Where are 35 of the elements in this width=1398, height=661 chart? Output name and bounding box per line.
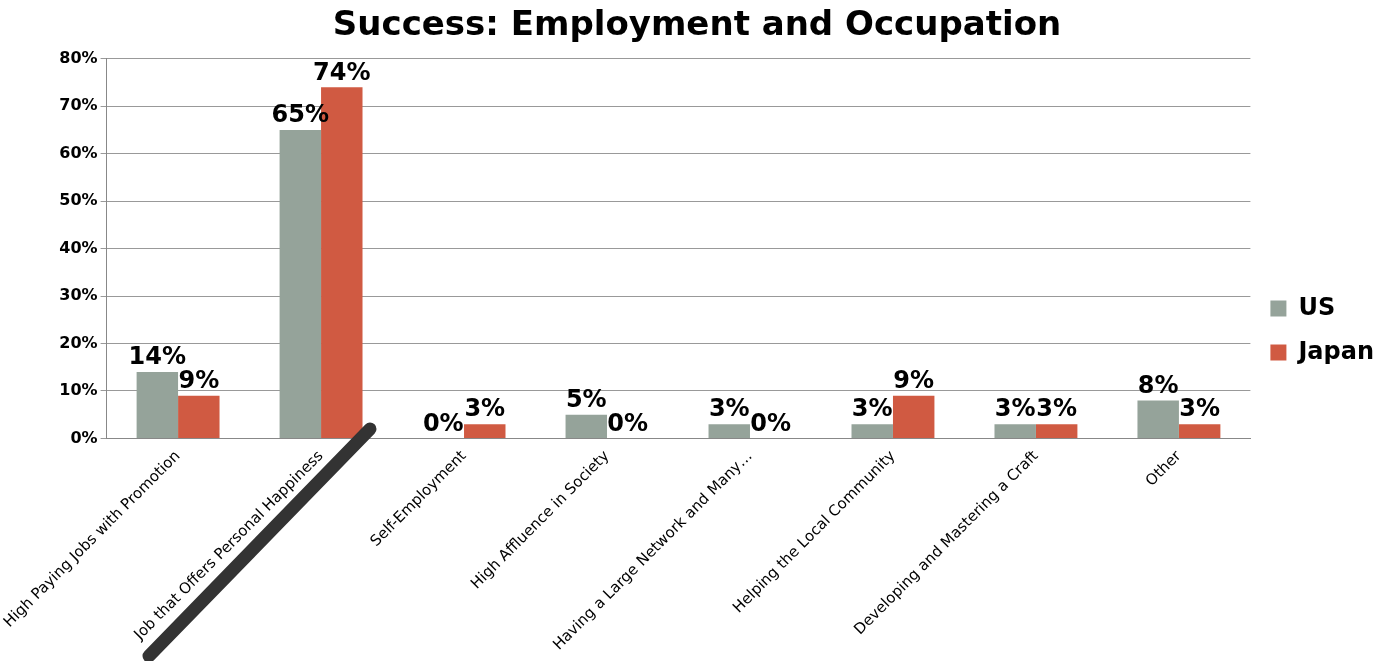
y-tick-label: 70% xyxy=(59,95,98,115)
legend-label: Japan xyxy=(1296,336,1375,365)
bar xyxy=(851,424,893,438)
data-label: 0% xyxy=(607,408,649,437)
data-label: 3% xyxy=(1179,394,1221,423)
data-label: 9% xyxy=(893,365,935,394)
y-tick-label: 80% xyxy=(59,47,98,67)
y-tick-label: 50% xyxy=(59,190,98,210)
bar xyxy=(1035,424,1078,438)
data-label: 0% xyxy=(750,408,792,437)
data-label: 3% xyxy=(708,394,750,423)
y-tick-label: 30% xyxy=(59,285,98,305)
bar xyxy=(1178,424,1221,438)
y-tick-label: 0% xyxy=(70,427,98,447)
data-label: 74% xyxy=(313,57,371,86)
bar xyxy=(892,395,935,438)
bar xyxy=(178,395,220,438)
bar xyxy=(994,424,1036,438)
y-tick-label: 40% xyxy=(59,237,98,257)
y-tick-label: 20% xyxy=(59,332,98,352)
data-label: 3% xyxy=(464,394,506,423)
data-label: 3% xyxy=(851,394,893,423)
chart-title: Success: Employment and Occupation xyxy=(332,3,1062,44)
legend-label: US xyxy=(1298,292,1336,321)
data-label: 0% xyxy=(422,408,464,437)
bar xyxy=(1137,400,1179,438)
bar xyxy=(565,414,608,438)
bar xyxy=(464,424,506,438)
data-label: 8% xyxy=(1137,370,1179,399)
y-tick-label: 60% xyxy=(59,142,98,162)
data-label: 3% xyxy=(994,394,1036,423)
bar xyxy=(708,424,750,438)
data-label: 5% xyxy=(565,384,607,413)
y-tick-label: 10% xyxy=(59,380,98,400)
data-label: 3% xyxy=(1036,394,1078,423)
